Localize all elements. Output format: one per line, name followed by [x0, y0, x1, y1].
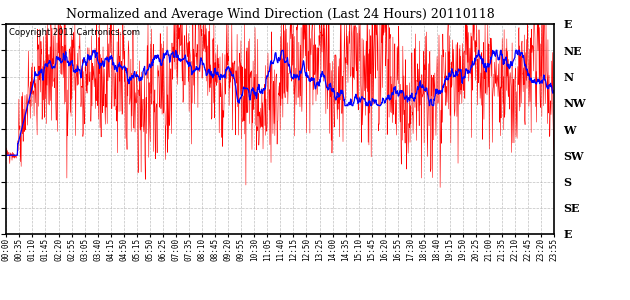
- Title: Normalized and Average Wind Direction (Last 24 Hours) 20110118: Normalized and Average Wind Direction (L…: [66, 8, 495, 21]
- Text: Copyright 2011 Cartronics.com: Copyright 2011 Cartronics.com: [9, 28, 140, 37]
